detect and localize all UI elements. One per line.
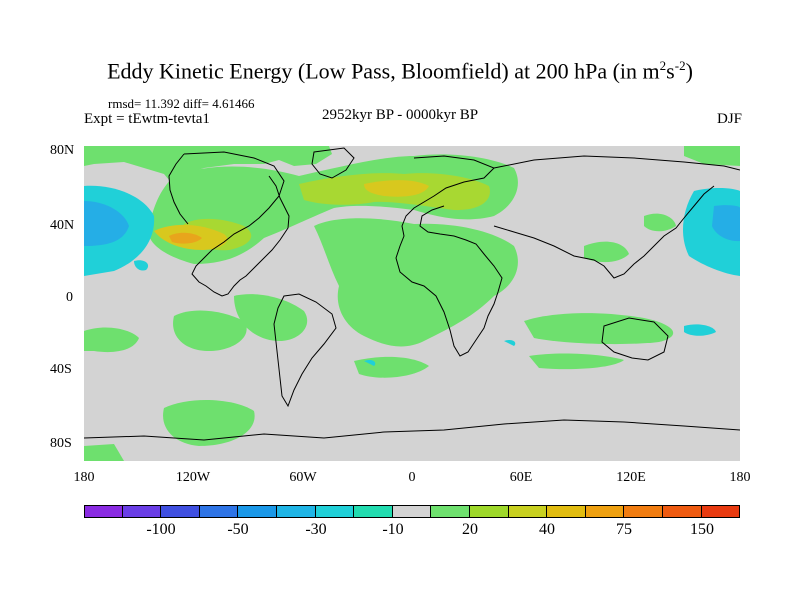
x-tick-label: 120E — [616, 470, 646, 485]
y-tick-label: 40N — [50, 218, 75, 233]
x-tick-label: 180 — [729, 470, 751, 485]
stats-text: rmsd= 11.392 diff= 4.61466 — [108, 96, 255, 111]
field-green — [524, 313, 674, 345]
title-close: ) — [685, 58, 693, 84]
colorbar-cell — [701, 505, 741, 518]
y-tick-label: 80N — [50, 143, 75, 158]
map-svg — [84, 146, 740, 461]
colorbar-cell — [122, 505, 162, 518]
colorbar-label: -30 — [305, 521, 327, 538]
colorbar-cell — [662, 505, 702, 518]
field-green — [584, 241, 629, 263]
field-orange — [169, 232, 202, 244]
field-cyan — [504, 339, 516, 346]
colorbar-label: 75 — [616, 521, 632, 538]
colorbar-cell — [199, 505, 239, 518]
colorbar-cell — [585, 505, 625, 518]
anomaly-field — [84, 146, 740, 461]
colorbar-cell — [276, 505, 316, 518]
field-yellow — [364, 180, 429, 197]
colorbar-cell — [508, 505, 548, 518]
colorbar-cell — [469, 505, 509, 518]
field-cyan — [364, 359, 376, 366]
field-green — [529, 353, 624, 370]
colorbar-label: -100 — [146, 521, 176, 538]
x-tick-label: 180 — [73, 470, 95, 485]
field-green — [644, 213, 676, 232]
colorbar-label: -50 — [227, 521, 249, 538]
field-blue — [84, 201, 129, 246]
colorbar-cell — [354, 505, 393, 518]
field-green — [234, 294, 308, 341]
season-label: DJF — [716, 111, 742, 127]
x-tick-label: 60W — [289, 470, 317, 485]
coastlines — [84, 147, 740, 441]
field-green — [84, 444, 124, 461]
colorbar-cell — [392, 505, 432, 518]
field-green — [684, 146, 740, 166]
colorbar-cell — [624, 505, 663, 518]
x-tick-label: 60E — [509, 470, 533, 485]
field-green — [173, 310, 247, 351]
colorbar-cell — [547, 505, 586, 518]
field-cyan — [134, 260, 149, 271]
field-green — [314, 218, 518, 347]
colorbar-cell — [84, 505, 123, 518]
experiment-label: Expt = tEwtm-tevta1 — [84, 111, 210, 127]
colorbar-label: 40 — [539, 521, 555, 538]
field-blue — [712, 205, 740, 242]
y-tick-label: 40S — [50, 362, 72, 377]
colorbar-label: -10 — [382, 521, 404, 538]
field-cyan — [684, 324, 716, 336]
field-green — [163, 400, 255, 446]
x-tick-label: 120W — [175, 470, 211, 485]
colorbar — [84, 505, 741, 518]
colorbar-label: 150 — [690, 521, 714, 538]
colorbar-cell — [315, 505, 355, 518]
field-green — [84, 146, 332, 186]
colorbar-label: 20 — [462, 521, 478, 538]
title-exponent: 2 — [659, 58, 667, 73]
period-label: 2952kyr BP - 0000kyr BP — [322, 107, 479, 123]
field-green — [84, 327, 139, 353]
title-unit: s — [666, 58, 675, 84]
plot-title: Eddy Kinetic Energy (Low Pass, Bloomfiel… — [0, 58, 800, 84]
x-tick-label: 0 — [408, 470, 416, 485]
y-tick-label: 0 — [66, 290, 73, 305]
map-panel — [84, 146, 740, 461]
title-exponent: -2 — [674, 58, 686, 73]
colorbar-cell — [238, 505, 277, 518]
colorbar-cell — [431, 505, 470, 518]
colorbar-cell — [161, 505, 200, 518]
y-tick-label: 80S — [50, 436, 72, 451]
title-text: Eddy Kinetic Energy (Low Pass, Bloomfiel… — [107, 58, 660, 84]
